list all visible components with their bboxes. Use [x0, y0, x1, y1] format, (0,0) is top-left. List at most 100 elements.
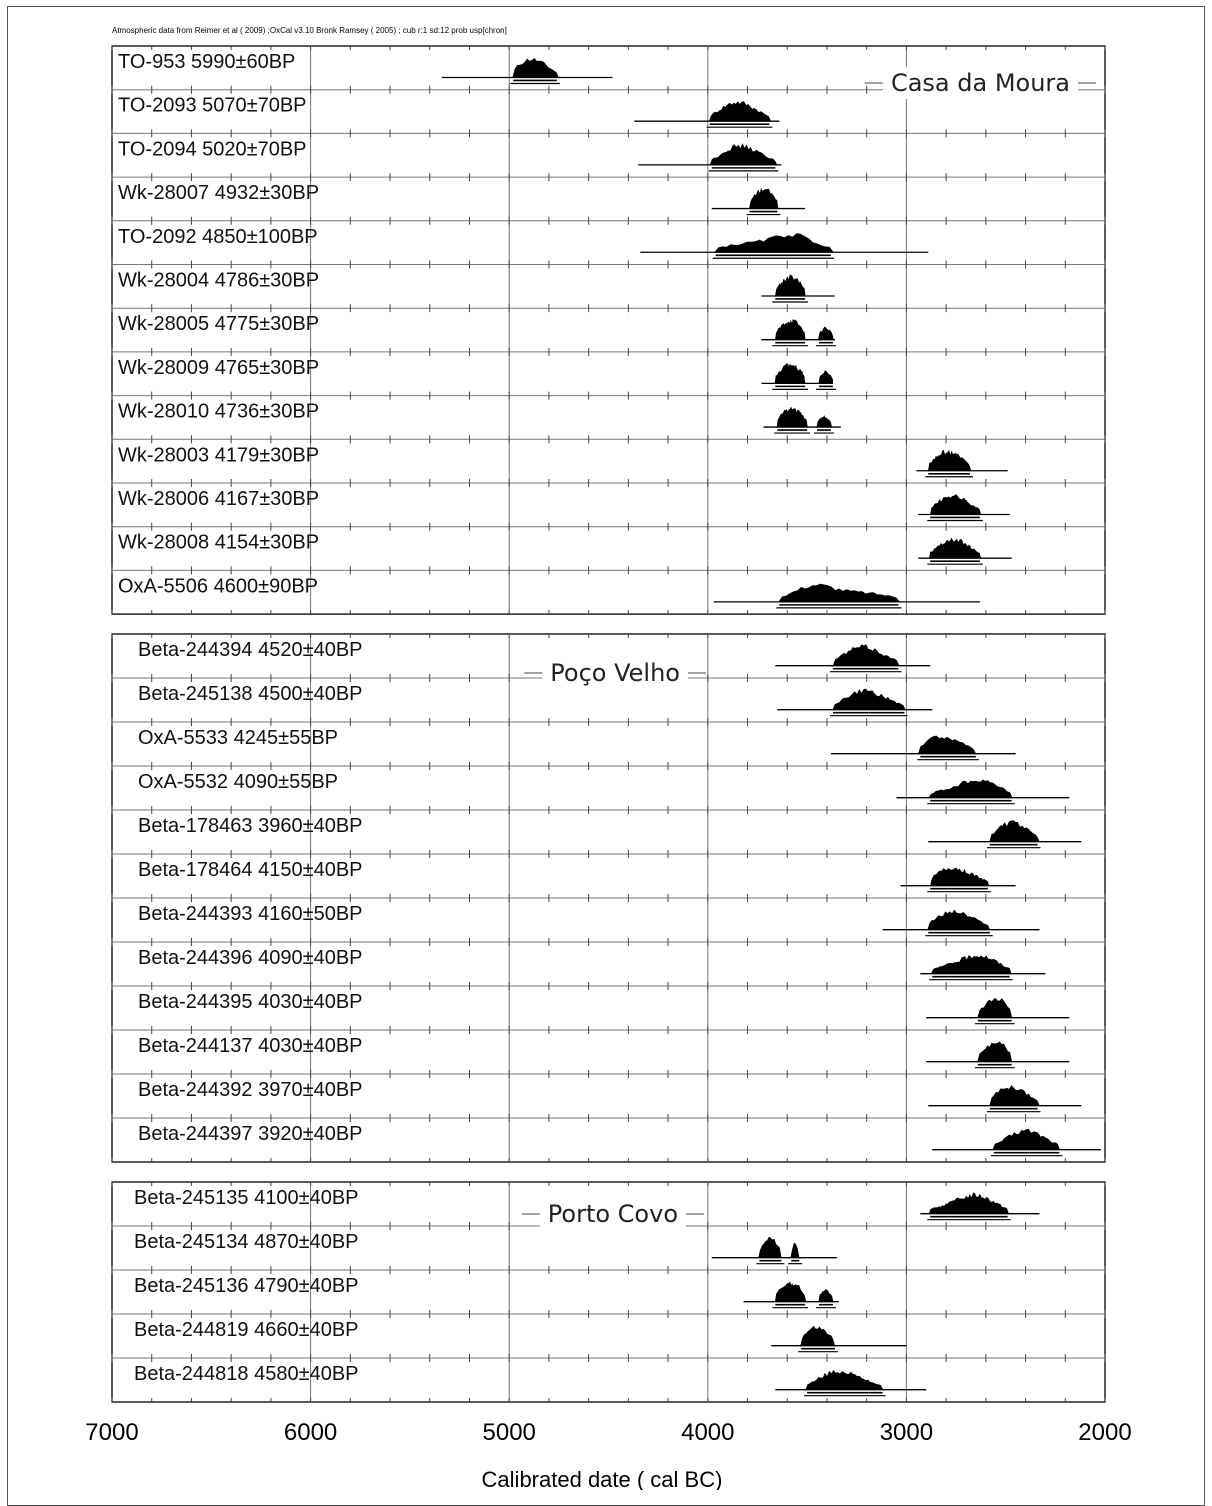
sample-label: Wk-28003 4179±30BP — [118, 444, 319, 466]
probability-distribution — [916, 449, 1008, 471]
sample-row: Beta-244818 4580±40BP — [134, 1363, 927, 1397]
group-title-bg — [882, 67, 1078, 99]
panel-po-o-velho: Beta-244394 4520±40BP Beta-245138 4500±40… — [111, 633, 1106, 1163]
x-axis: 7000 6000 5000 4000 3000 2000 — [85, 1419, 1131, 1446]
probability-distribution — [932, 1128, 1102, 1150]
sample-row: Beta-245134 4870±40BP — [134, 1231, 837, 1265]
sample-row: Wk-28009 4765±30BP — [118, 357, 836, 390]
sample-row: Beta-244396 4090±40BP — [138, 947, 1046, 981]
x-tick-label: 4000 — [681, 1419, 734, 1446]
group-title-bg — [539, 1198, 686, 1230]
sample-label: Wk-28005 4775±30BP — [118, 313, 319, 335]
panel-border — [111, 1181, 1106, 1403]
probability-distribution — [711, 1236, 837, 1258]
x-tick-label: 5000 — [483, 1419, 536, 1446]
probability-distribution — [775, 644, 931, 666]
probability-distribution — [918, 537, 1012, 559]
sample-label: Beta-245135 4100±40BP — [134, 1187, 359, 1209]
sample-row: OxA-5506 4600±90BP — [118, 575, 980, 609]
group-title: Porto Covo — [548, 1200, 678, 1228]
probability-distribution — [761, 363, 833, 384]
probability-distribution — [713, 583, 980, 602]
sample-row: OxA-5532 4090±55BP — [138, 771, 1070, 805]
sample-label: Beta-244394 4520±40BP — [138, 639, 363, 661]
sample-row: Wk-28004 4786±30BP — [118, 270, 835, 303]
group-title: Poço Velho — [550, 659, 680, 687]
probability-distribution — [830, 735, 1016, 754]
probability-distribution — [920, 955, 1046, 974]
panel-casa-da-moura: TO-953 5990±60BP TO-2093 5070±70BP TO-2094… — [111, 45, 1106, 615]
sample-row: OxA-5533 4245±55BP — [138, 727, 1016, 761]
x-tick-label: 7000 — [85, 1419, 138, 1446]
sample-label: Wk-28007 4932±30BP — [118, 182, 319, 204]
sample-label: Wk-28008 4154±30BP — [118, 532, 319, 554]
probability-distribution — [638, 143, 782, 165]
probability-distribution — [928, 820, 1082, 842]
sample-row: TO-2094 5020±70BP — [118, 138, 782, 172]
sample-label: Beta-244396 4090±40BP — [138, 947, 363, 969]
sample-label: OxA-5506 4600±90BP — [118, 575, 318, 597]
sample-row: Wk-28005 4775±30BP — [118, 313, 836, 347]
sample-label: OxA-5533 4245±55BP — [138, 727, 338, 749]
sample-label: Wk-28006 4167±30BP — [118, 488, 319, 510]
x-tick-label: 3000 — [880, 1419, 933, 1446]
chart-note: Atmospheric data from Reimer et al ( 200… — [112, 26, 507, 35]
sample-label: Beta-245138 4500±40BP — [138, 683, 363, 705]
sample-label: Wk-28009 4765±30BP — [118, 357, 319, 379]
probability-distribution — [761, 274, 835, 296]
x-tick-label: 6000 — [284, 1419, 337, 1446]
sample-row: Beta-244394 4520±40BP — [138, 639, 931, 673]
sample-row: Wk-28003 4179±30BP — [118, 444, 1008, 478]
sample-label: Beta-244395 4030±40BP — [138, 991, 363, 1013]
sample-label: Beta-245136 4790±40BP — [134, 1275, 359, 1297]
sample-label: TO-2094 5020±70BP — [118, 138, 307, 160]
sample-label: Beta-244818 4580±40BP — [134, 1363, 359, 1385]
chart-panels: TO-953 5990±60BP TO-2093 5070±70BP TO-2094… — [111, 45, 1106, 1403]
probability-distribution — [771, 1325, 907, 1346]
sample-row: Beta-178464 4150±40BP — [138, 859, 1016, 893]
probability-distribution — [920, 1192, 1040, 1214]
probability-distribution — [926, 998, 1070, 1018]
sample-label: Beta-245134 4870±40BP — [134, 1231, 359, 1253]
sample-row: TO-953 5990±60BP — [118, 51, 613, 85]
x-tick-label: 2000 — [1078, 1419, 1131, 1446]
probability-distribution — [918, 494, 1010, 515]
probability-distribution — [711, 187, 806, 209]
sample-row: Beta-245136 4790±40BP — [134, 1275, 839, 1309]
sample-row: TO-2093 5070±70BP — [118, 95, 780, 128]
panel-porto-covo: Beta-245135 4100±40BP Beta-245134 4870±40… — [111, 1181, 1106, 1403]
sample-label: Beta-244397 3920±40BP — [138, 1123, 363, 1145]
probability-distribution — [640, 233, 929, 253]
sample-row: Beta-245135 4100±40BP — [134, 1187, 1040, 1221]
sample-row: Wk-28006 4167±30BP — [118, 488, 1010, 522]
probability-distribution — [634, 101, 780, 122]
sample-label: Wk-28010 4736±30BP — [118, 401, 319, 423]
sample-row: Beta-244393 4160±50BP — [138, 903, 1040, 937]
probability-distribution — [763, 406, 841, 428]
probability-distribution — [896, 779, 1070, 798]
sample-row: Beta-244819 4660±40BP — [134, 1319, 907, 1353]
probability-distribution — [441, 57, 613, 78]
group-title-bg — [542, 657, 688, 689]
sample-label: Wk-28004 4786±30BP — [118, 270, 319, 292]
sample-label: TO-953 5990±60BP — [118, 51, 295, 73]
sample-row: Beta-245138 4500±40BP — [138, 683, 933, 717]
probability-distribution — [882, 909, 1040, 930]
probability-distribution — [777, 688, 933, 710]
sample-row: Wk-28008 4154±30BP — [118, 532, 1012, 565]
probability-distribution — [775, 1370, 927, 1390]
sample-label: Beta-244393 4160±50BP — [138, 903, 363, 925]
probability-distribution — [761, 319, 835, 340]
x-axis-title: Calibrated date ( cal BC) — [482, 1467, 723, 1490]
sample-row: Beta-244397 3920±40BP — [138, 1123, 1102, 1157]
probability-distribution — [743, 1281, 839, 1302]
panel-border — [111, 45, 1106, 615]
sample-row: TO-2092 4850±100BP — [118, 226, 929, 259]
sample-label: Beta-178464 4150±40BP — [138, 859, 363, 881]
sample-label: Beta-178463 3960±40BP — [138, 815, 363, 837]
sample-row: Wk-28010 4736±30BP — [118, 401, 841, 434]
sample-label: Beta-244819 4660±40BP — [134, 1319, 359, 1341]
probability-distribution — [928, 1085, 1082, 1106]
probability-distribution — [926, 1041, 1070, 1062]
